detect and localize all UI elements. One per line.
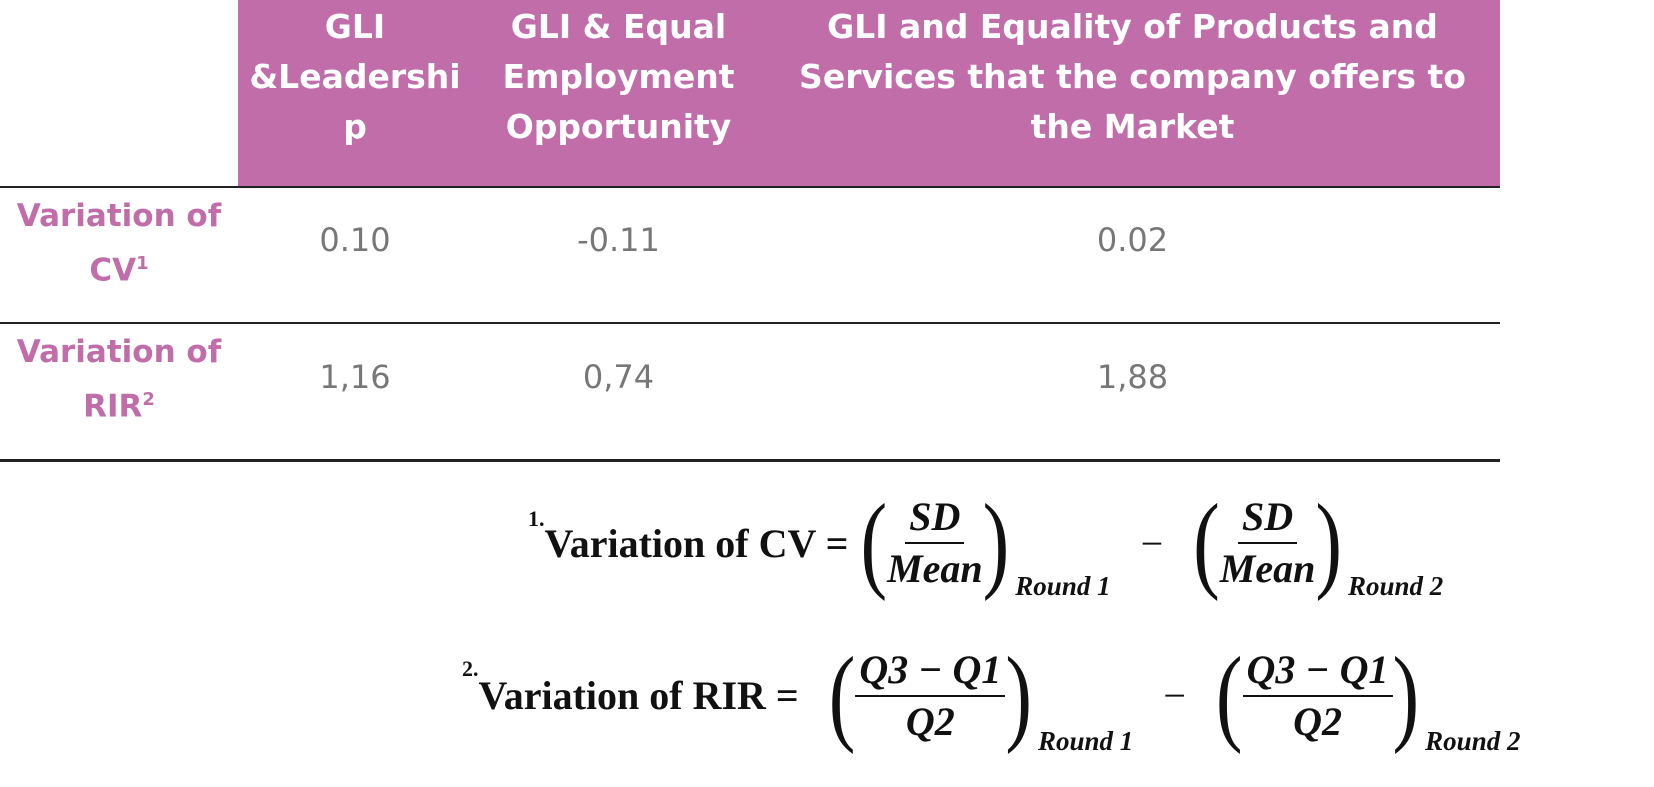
formula: 2. Variation of RIR =(Q3 − Q1 Q2) Round 1−(…	[462, 636, 1520, 757]
formula-number: 1.	[528, 506, 545, 531]
fraction: SD Mean	[887, 492, 983, 594]
subscript: Round 2	[1348, 571, 1444, 601]
minus-sign: −	[1140, 520, 1164, 566]
parenthesis: (	[1215, 636, 1243, 755]
denominator: Q2	[1293, 698, 1342, 744]
parenthesis: (	[828, 636, 856, 755]
parenthesis: )	[982, 483, 1010, 603]
cell: 0.10	[319, 221, 391, 259]
row-rule	[0, 322, 1500, 324]
formula: 1. Variation of CV =(SD Mean) Round 1−(SD Me…	[528, 483, 1443, 603]
formula-lhs: Variation of CV =	[544, 520, 849, 566]
footnote-mark: 2	[142, 389, 155, 410]
denominator: Mean	[887, 546, 983, 591]
row-label-text: Variation of RIR	[16, 334, 222, 425]
cell: -0.11	[577, 221, 660, 259]
numerator: SD	[905, 492, 965, 544]
row-label: Variation of CV1	[0, 192, 238, 294]
denominator: Mean	[1219, 546, 1316, 591]
minus-sign: −	[1163, 673, 1186, 718]
numerator: Q3 − Q1	[855, 645, 1006, 697]
header-band	[238, 0, 1500, 187]
cell: 0.02	[1096, 221, 1169, 259]
formula-number: 2.	[462, 656, 479, 681]
fraction: Q3 − Q1 Q2	[1242, 645, 1393, 747]
row-rule	[0, 186, 1500, 188]
formula-lhs: Variation of RIR =	[478, 673, 799, 718]
subscript: Round 2	[1425, 726, 1521, 756]
parenthesis: )	[1315, 483, 1343, 603]
cell: 1,16	[319, 358, 391, 396]
cell: 0,74	[582, 358, 655, 396]
header-cell: GLI and Equality of Products and Service…	[799, 7, 1466, 146]
subscript: Round 1	[1038, 726, 1134, 756]
header-cell: GLI & Equal Employment Opportunity	[502, 7, 735, 146]
row-label-text: Variation of CV	[16, 198, 222, 289]
parenthesis: )	[1392, 636, 1420, 755]
header-cell: GLI &Leadership	[249, 7, 461, 146]
table-bottom-rule	[0, 459, 1500, 462]
subscript: Round 1	[1015, 571, 1111, 601]
fraction: SD Mean	[1220, 492, 1316, 594]
fraction: Q3 − Q1 Q2	[855, 645, 1006, 747]
footnote-mark: 1	[136, 253, 149, 274]
numerator: Q3 − Q1	[1242, 645, 1393, 697]
parenthesis: (	[860, 483, 888, 603]
parenthesis: (	[1193, 483, 1220, 603]
parenthesis: )	[1005, 636, 1033, 755]
numerator: SD	[1238, 492, 1298, 544]
cell: 1,88	[1096, 358, 1169, 396]
denominator: Q2	[905, 698, 955, 744]
row-label: Variation of RIR2	[0, 328, 238, 430]
